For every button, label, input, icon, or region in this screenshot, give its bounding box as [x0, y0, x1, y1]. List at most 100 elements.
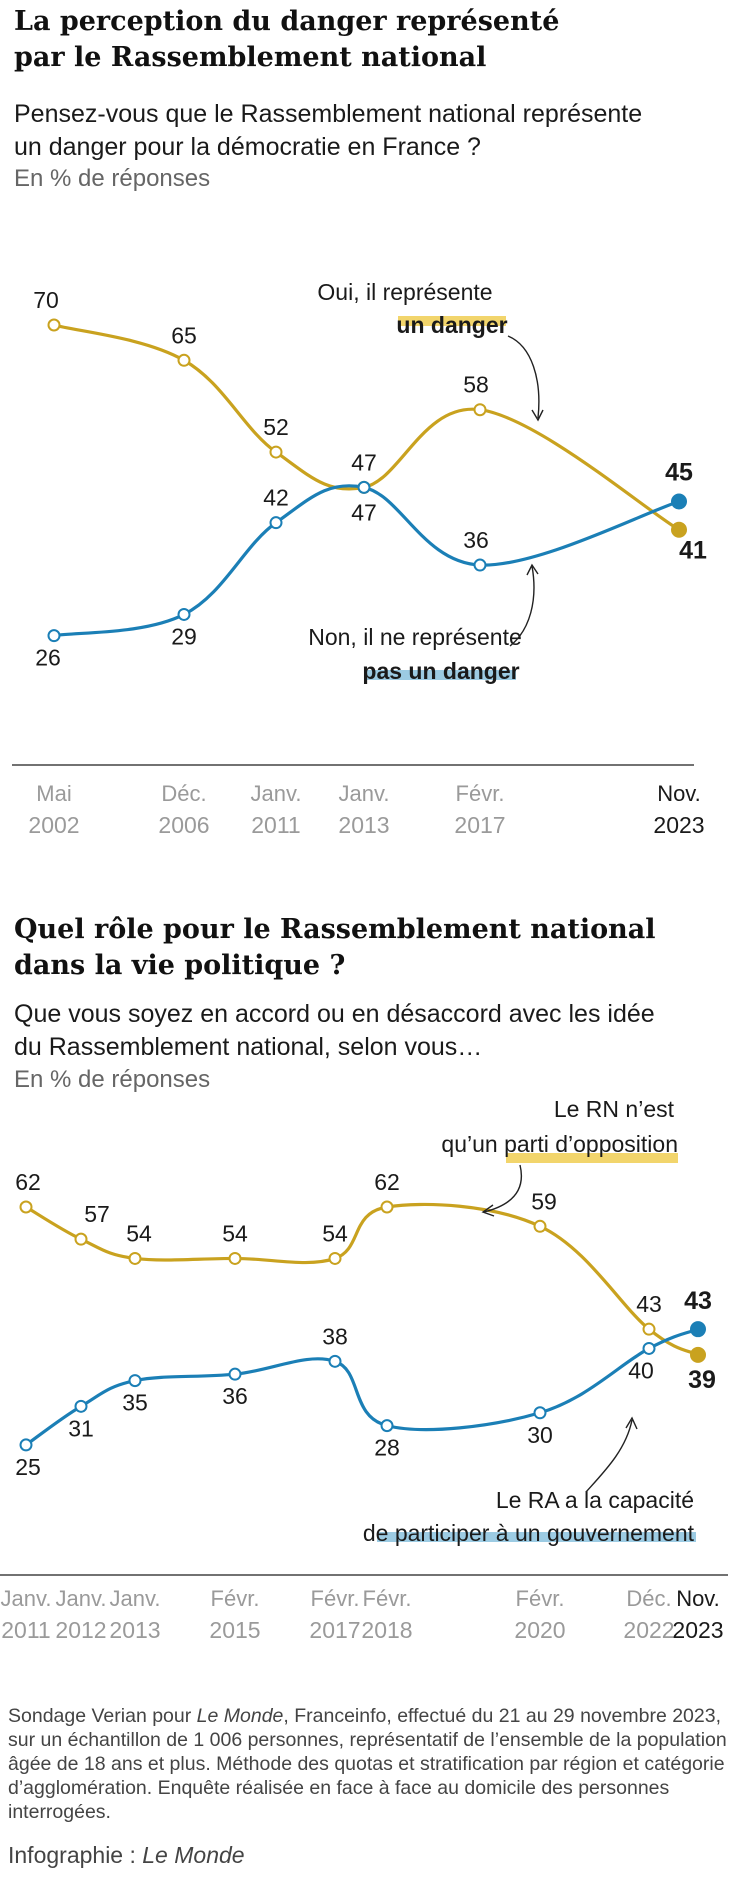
- chart2-series-0-value-label: 59: [531, 1188, 557, 1214]
- chart2-series-1-line: [24, 1327, 700, 1447]
- footer-source: Le Monde: [196, 1705, 284, 1727]
- chart2-unit: En % de réponses: [14, 1066, 211, 1093]
- chart2-x-tick-month: Déc.: [626, 1586, 671, 1611]
- chart2-series-1-point: [642, 1341, 656, 1355]
- chart2-series-1-value-label: 36: [222, 1383, 248, 1409]
- chart2-series-0-value-label: 43: [636, 1291, 662, 1317]
- chart2-label-gouvernement-highlight: [377, 1532, 696, 1542]
- chart2-series-1-value-label: 40: [628, 1357, 654, 1383]
- chart1-x-tick-year: 2013: [338, 812, 389, 838]
- chart1-label-yes-highlight: [398, 316, 506, 326]
- chart1-series-1-value-label: 42: [263, 485, 289, 511]
- chart2-x-tick-year: 2020: [514, 1617, 565, 1643]
- chart1-series-0-value-label: 65: [171, 322, 197, 348]
- chart1-label-no: Non, il ne représente pas un danger: [308, 563, 539, 684]
- chart1-x-tick-year: 2017: [454, 812, 505, 838]
- chart1-label-no-line2: pas un danger: [362, 658, 519, 684]
- chart1-series-0-value-label: 58: [463, 372, 489, 398]
- chart1-label-no-line1: Non, il ne représente: [308, 624, 522, 650]
- chart2-series-0-value-label: 57: [84, 1201, 110, 1227]
- chart2-x-tick-month: Janv.: [1, 1586, 52, 1611]
- chart2-series-1-point: [128, 1374, 142, 1388]
- chart1-x-tick-year: 2006: [158, 812, 209, 838]
- chart1-series-0-point: [671, 521, 687, 538]
- chart2-series-0-point: [328, 1251, 342, 1265]
- chart2-x-tick-month: Janv.: [110, 1586, 161, 1611]
- chart1-series-0-value-label: 47: [351, 449, 377, 475]
- chart2-label-gouvernement-line1: Le RA a la capacité: [496, 1487, 694, 1513]
- chart2-x-tick-year: 2012: [55, 1617, 106, 1643]
- chart2-series-0-value-label: 39: [688, 1366, 716, 1394]
- chart2-series-0-value-label: 62: [374, 1169, 400, 1195]
- chart2-series-1-point: [228, 1367, 242, 1381]
- footer-part2: , Franceinfo, effectué du 21 au 29 novem…: [8, 1705, 727, 1823]
- chart2-series-1-point: [328, 1354, 342, 1368]
- chart2-series-1-value-label: 43: [684, 1287, 712, 1315]
- chart1-title: La perception du danger représenté par l…: [14, 6, 560, 73]
- chart2-series-1-point: [19, 1438, 33, 1452]
- chart2-series-1-point: [380, 1419, 394, 1433]
- chart2-x-tick-year: 2013: [109, 1617, 160, 1643]
- chart1-series-0-value-label: 41: [679, 537, 707, 565]
- chart1-label-yes-line1: Oui, il représente: [317, 279, 492, 305]
- chart2-x-tick-year: 2018: [361, 1617, 412, 1643]
- chart2-series-1-value-label: 31: [68, 1415, 94, 1441]
- chart1-label-yes-line2: un danger: [396, 312, 507, 338]
- chart2-subtitle: Que vous soyez en accord ou en désaccord…: [14, 1000, 655, 1061]
- chart1-series-1-line: [52, 484, 681, 638]
- chart2-x-tick-month: Nov.: [676, 1586, 720, 1611]
- chart2-x-tick-month: Févr.: [311, 1586, 360, 1611]
- chart1-series-1-point: [269, 516, 283, 530]
- chart2-series-0-point: [74, 1232, 88, 1246]
- chart1-series-1-value-label: 45: [665, 459, 693, 487]
- chart2-series-0-line: [24, 1202, 700, 1357]
- chart2-x-tick-year: 2011: [1, 1617, 50, 1643]
- chart2-series-1-value-label: 35: [122, 1390, 148, 1416]
- chart2-label-gouvernement-line2: de participer à un gouvernement: [363, 1520, 695, 1546]
- chart1-x-tick-year: 2002: [28, 812, 79, 838]
- chart2-series-1-point: [533, 1406, 547, 1420]
- chart2-label-opposition-line2: qu’un parti d’opposition: [441, 1131, 678, 1157]
- chart1-series-1-point: [473, 558, 487, 572]
- chart2-series-0-point: [690, 1346, 706, 1363]
- chart1-series-0-point: [473, 403, 487, 417]
- chart2-x-tick-month: Févr.: [363, 1586, 412, 1611]
- chart1-series-1-point: [357, 480, 371, 494]
- chart2-x-tick-year: 2022: [623, 1617, 674, 1643]
- chart1-x-tick-year: 2011: [251, 812, 300, 838]
- chart1-series-0-value-label: 70: [33, 287, 59, 313]
- chart2-label-gouvernement: Le RA a la capacité de participer à un g…: [363, 1416, 696, 1546]
- chart1-arrowhead-yes: [531, 409, 544, 422]
- chart1-series-0-point: [269, 445, 283, 459]
- chart1-series-0-point: [47, 318, 61, 332]
- chart1-x-tick-month: Nov.: [657, 781, 701, 806]
- chart2-label-opposition-highlight: [506, 1153, 678, 1163]
- chart1-x-tick-month: Févr.: [456, 781, 505, 806]
- chart2-series-0-point: [642, 1322, 656, 1336]
- chart1-label-no-highlight: [366, 670, 516, 680]
- chart1: 70 65 52 47 58 41 26 29 42 47 36 45 Mai 2002 Déc. 2006…: [12, 279, 707, 838]
- chart1-unit: En % de réponses: [14, 165, 211, 192]
- credit: Infographie : Le Monde: [8, 1842, 245, 1869]
- chart2-label-opposition: Le RN n’est qu’un parti d’opposition: [441, 1096, 678, 1217]
- chart1-x-tick-month: Janv.: [339, 781, 390, 806]
- chart2-arrow-gouvernement: [585, 1419, 633, 1493]
- chart1-series-1-point: [47, 629, 61, 643]
- chart1-label-yes: Oui, il représente un danger: [317, 279, 544, 422]
- chart1-series-1-point: [671, 493, 687, 510]
- chart2-series-0-value-label: 54: [126, 1220, 152, 1246]
- credit-label: Infographie :: [8, 1842, 143, 1868]
- chart1-series-1-value-label: 26: [35, 645, 61, 671]
- chart1-series-1-value-label: 29: [171, 623, 197, 649]
- chart2-label-opposition-highlighted: parti d’opposition: [504, 1131, 678, 1157]
- chart2-arrowhead-gouvernement: [625, 1416, 638, 1430]
- chart2-x-tick-year: 2015: [209, 1617, 260, 1643]
- chart1-arrow-yes: [507, 335, 540, 419]
- chart1-series-1-point: [177, 607, 191, 621]
- footer-source-note: Sondage Verian pour Le Monde, Franceinfo…: [8, 1704, 728, 1824]
- chart2-x-tick-year: 2023: [672, 1617, 723, 1643]
- chart2-series-1-value-label: 28: [374, 1435, 400, 1461]
- chart1-arrowhead-no: [526, 563, 539, 576]
- chart2-x-tick-month: Janv.: [56, 1586, 107, 1611]
- chart2-label-opposition-line1: Le RN n’est: [554, 1096, 675, 1122]
